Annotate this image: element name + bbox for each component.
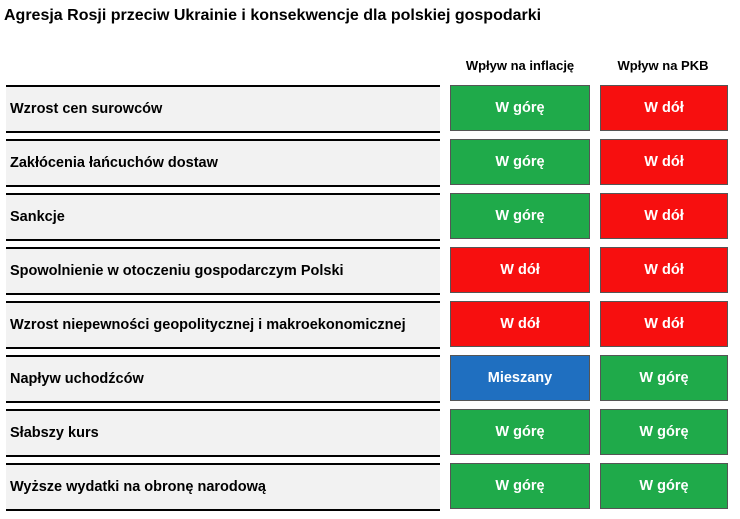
row-label: Wyższe wydatki na obronę narodową xyxy=(6,463,440,511)
gdp-impact-cell: W dół xyxy=(600,85,728,131)
table-row: Napływ uchodźców Mieszany W górę xyxy=(6,353,740,407)
inflation-impact-cell: W górę xyxy=(450,139,590,185)
row-label: Wzrost cen surowców xyxy=(6,85,440,133)
gdp-impact-cell: W górę xyxy=(600,409,728,455)
inflation-impact-cell: W górę xyxy=(450,463,590,509)
table-row: Wzrost niepewności geopolitycznej i makr… xyxy=(6,299,740,353)
gdp-impact-cell: W dół xyxy=(600,301,728,347)
gdp-impact-cell: W dół xyxy=(600,139,728,185)
row-label: Napływ uchodźców xyxy=(6,355,440,403)
inflation-impact-cell: W dół xyxy=(450,301,590,347)
column-header-inflation: Wpływ na inflację xyxy=(465,58,575,73)
row-label: Sankcje xyxy=(6,193,440,241)
column-header-gdp: Wpływ na PKB xyxy=(617,58,709,73)
gdp-impact-cell: W górę xyxy=(600,463,728,509)
row-label: Spowolnienie w otoczeniu gospodarczym Po… xyxy=(6,247,440,295)
gdp-impact-cell: W górę xyxy=(600,355,728,401)
row-label: Wzrost niepewności geopolitycznej i makr… xyxy=(6,301,440,349)
table-row: Słabszy kurs W górę W górę xyxy=(6,407,740,461)
inflation-impact-cell: W górę xyxy=(450,85,590,131)
inflation-impact-cell: W górę xyxy=(450,409,590,455)
page-title: Agresja Rosji przeciw Ukrainie i konsekw… xyxy=(4,7,542,24)
table-row: Wyższe wydatki na obronę narodową W górę… xyxy=(6,461,740,515)
row-label: Słabszy kurs xyxy=(6,409,440,457)
row-label: Zakłócenia łańcuchów dostaw xyxy=(6,139,440,187)
inflation-impact-cell: W dół xyxy=(450,247,590,293)
inflation-impact-cell: Mieszany xyxy=(450,355,590,401)
gdp-impact-cell: W dół xyxy=(600,193,728,239)
impact-table: Wzrost cen surowców W górę W dół Zakłóce… xyxy=(6,83,740,515)
table-row: Wzrost cen surowców W górę W dół xyxy=(6,83,740,137)
inflation-impact-cell: W górę xyxy=(450,193,590,239)
gdp-impact-cell: W dół xyxy=(600,247,728,293)
table-row: Zakłócenia łańcuchów dostaw W górę W dół xyxy=(6,137,740,191)
table-row: Sankcje W górę W dół xyxy=(6,191,740,245)
table-row: Spowolnienie w otoczeniu gospodarczym Po… xyxy=(6,245,740,299)
